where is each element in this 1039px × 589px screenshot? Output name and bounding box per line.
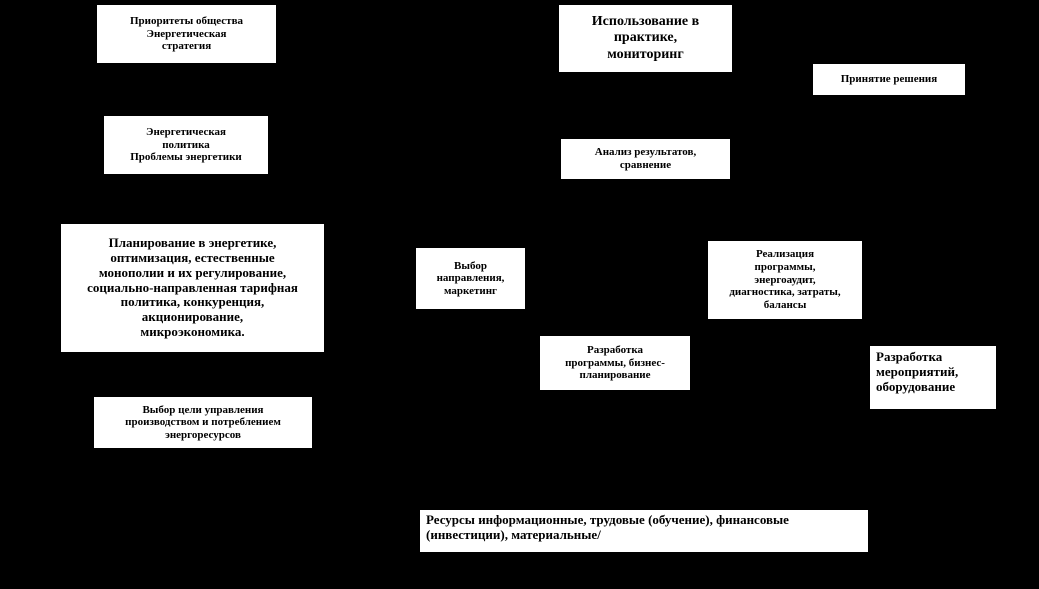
- node-realization-label: Реализация программы, энергоаудит, диагн…: [729, 248, 840, 311]
- node-planning-label: Планирование в энергетике, оптимизация, …: [87, 236, 298, 341]
- node-events: Разработка мероприятий, оборудование: [869, 345, 997, 410]
- node-analysis-label: Анализ результатов, сравнение: [595, 146, 696, 171]
- node-decision: Принятие решения: [812, 63, 966, 96]
- node-events-label: Разработка мероприятий, оборудование: [876, 350, 958, 395]
- node-program: Разработка программы, бизнес- планирован…: [539, 335, 691, 391]
- node-goal-label: Выбор цели управления производством и по…: [125, 404, 281, 442]
- node-decision-label: Принятие решения: [841, 73, 937, 86]
- node-policy: Энергетическая политика Проблемы энергет…: [103, 115, 269, 175]
- node-program-label: Разработка программы, бизнес- планирован…: [565, 344, 665, 382]
- node-resources: Ресурсы информационные, трудовые (обучен…: [419, 509, 869, 553]
- node-usage: Использование в практике, мониторинг: [558, 4, 733, 73]
- node-direction-label: Выбор направления, маркетинг: [437, 260, 505, 298]
- node-usage-label: Использование в практике, мониторинг: [592, 14, 699, 62]
- node-resources-label: Ресурсы информационные, трудовые (обучен…: [426, 513, 862, 543]
- node-priorities: Приоритеты общества Энергетическая страт…: [96, 4, 277, 64]
- node-priorities-label: Приоритеты общества Энергетическая страт…: [130, 15, 243, 53]
- node-policy-label: Энергетическая политика Проблемы энергет…: [130, 126, 242, 164]
- node-realization: Реализация программы, энергоаудит, диагн…: [707, 240, 863, 320]
- node-analysis: Анализ результатов, сравнение: [560, 138, 731, 180]
- node-goal: Выбор цели управления производством и по…: [93, 396, 313, 449]
- node-planning: Планирование в энергетике, оптимизация, …: [60, 223, 325, 353]
- node-direction: Выбор направления, маркетинг: [415, 247, 526, 310]
